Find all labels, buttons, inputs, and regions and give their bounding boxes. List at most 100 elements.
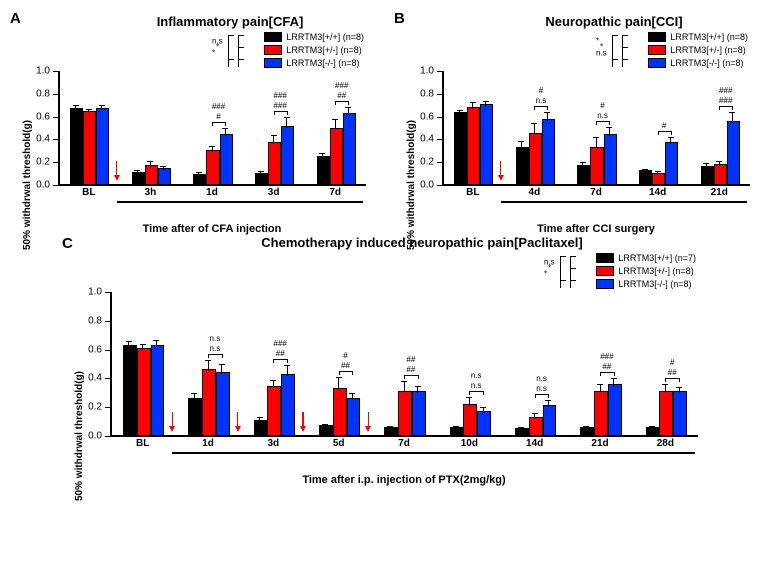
bar-ko xyxy=(151,345,165,436)
error-cap xyxy=(191,393,197,394)
legend-text: LRRTM3[+/-] (n=8) xyxy=(286,44,361,56)
error-cap xyxy=(73,105,79,106)
y-tick xyxy=(437,117,442,118)
sig-label: # xyxy=(662,121,666,130)
bar-ko xyxy=(281,374,295,436)
bar-wt xyxy=(384,427,398,436)
bar-wt xyxy=(639,170,652,185)
error-cap xyxy=(531,123,537,124)
sig-label: ## xyxy=(276,349,285,358)
x-tick-label: 3h xyxy=(145,187,157,198)
bar-ko xyxy=(542,119,555,185)
bar-wt xyxy=(646,427,660,436)
sig-bracket xyxy=(212,122,213,126)
legend-text: LRRTM3[+/-] (n=8) xyxy=(670,44,745,56)
sig-bracket xyxy=(596,121,609,122)
x-tick-label: BL xyxy=(466,187,479,198)
x-axis-label: Time after CCI surgery xyxy=(442,223,750,235)
y-tick-label: 0.6 xyxy=(36,111,50,122)
sig-bracket xyxy=(658,131,659,135)
bar-wt xyxy=(450,427,464,436)
error-bar xyxy=(225,128,226,136)
error-cap xyxy=(401,381,407,382)
bar-het xyxy=(268,142,281,185)
panel-b-title: Neuropathic pain[CCI] xyxy=(474,14,754,29)
x-axis-label: Time after of CFA injection xyxy=(58,223,366,235)
bar-ko xyxy=(673,391,687,436)
bar-het xyxy=(594,391,608,436)
error-bar xyxy=(472,102,473,109)
error-bar xyxy=(596,137,597,148)
error-cap xyxy=(532,413,538,414)
x-tick-label: 1d xyxy=(206,187,218,198)
sig-bracket xyxy=(287,359,288,363)
plot-area: 0.00.20.40.60.81.0n.sn.s############n.sn… xyxy=(110,292,698,436)
error-cap xyxy=(606,127,612,128)
injection-arrow-head xyxy=(114,175,120,181)
legend: LRRTM3[+/+] (n=8)LRRTM3[+/-] (n=8)LRRTM3… xyxy=(648,31,748,70)
y-tick-label: 0.4 xyxy=(36,134,50,145)
y-tick xyxy=(105,407,110,408)
bar-ko xyxy=(216,372,230,436)
sig-bracket xyxy=(274,111,287,112)
x-tick-label: BL xyxy=(82,187,95,198)
error-cap xyxy=(457,110,463,111)
error-cap xyxy=(284,365,290,366)
legend-text: LRRTM3[-/-] (n=8) xyxy=(286,57,359,69)
sig-label: # xyxy=(670,358,674,367)
error-bar xyxy=(335,119,336,130)
sig-bracket xyxy=(609,121,610,125)
overall-bracket-tick xyxy=(560,280,566,281)
sig-bracket xyxy=(665,378,666,382)
error-bar xyxy=(548,400,549,407)
y-tick xyxy=(53,185,58,186)
panel-c-chart: 0.00.20.40.60.81.0n.sn.s############n.sn… xyxy=(62,250,702,480)
bar-het xyxy=(267,386,281,436)
sig-bracket xyxy=(658,131,671,132)
overall-bracket-tick xyxy=(570,256,576,257)
sig-bracket xyxy=(483,391,484,395)
bar-het xyxy=(529,417,543,436)
bar-wt xyxy=(454,112,467,185)
bar-ko xyxy=(220,134,233,185)
error-bar xyxy=(194,393,195,400)
overall-bracket xyxy=(560,256,561,288)
error-cap xyxy=(544,112,550,113)
error-bar xyxy=(352,393,353,400)
sig-bracket xyxy=(600,372,601,376)
legend-row: LRRTM3[+/+] (n=8) xyxy=(648,31,748,43)
y-tick-label: 0.0 xyxy=(36,180,50,191)
overall-bracket-tick xyxy=(238,47,244,48)
x-tick-label: 4d xyxy=(529,187,541,198)
bar-het xyxy=(202,369,216,436)
x-tick-label: 28d xyxy=(657,438,674,449)
bar-het xyxy=(137,348,151,436)
error-cap xyxy=(676,387,682,388)
bar-ko xyxy=(281,126,294,185)
sig-label: n.s xyxy=(471,371,482,380)
sig-label: n.s xyxy=(471,381,482,390)
y-tick xyxy=(105,350,110,351)
x-tick-label: 21d xyxy=(591,438,608,449)
legend-swatch xyxy=(648,58,666,68)
error-cap xyxy=(322,424,328,425)
overall-bracket-tick xyxy=(622,47,628,48)
legend-row: LRRTM3[+/-] (n=8) xyxy=(648,44,748,56)
error-bar xyxy=(208,360,209,372)
sig-bracket xyxy=(534,106,547,107)
error-bar xyxy=(338,377,339,390)
y-tick-label: 1.0 xyxy=(36,66,50,77)
y-axis xyxy=(442,71,444,185)
bar-ko xyxy=(477,411,491,436)
bar-wt xyxy=(317,156,330,185)
sig-label: ## xyxy=(406,365,415,374)
sig-bracket xyxy=(600,372,614,373)
error-cap xyxy=(271,135,277,136)
y-tick-label: 0.2 xyxy=(36,157,50,168)
y-tick xyxy=(437,94,442,95)
overall-bracket-tick xyxy=(560,256,566,257)
panel-b-label: B xyxy=(394,10,405,27)
legend-text: LRRTM3[+/+] (n=8) xyxy=(670,31,748,43)
legend-swatch xyxy=(648,32,666,42)
bar-ko xyxy=(543,405,557,436)
